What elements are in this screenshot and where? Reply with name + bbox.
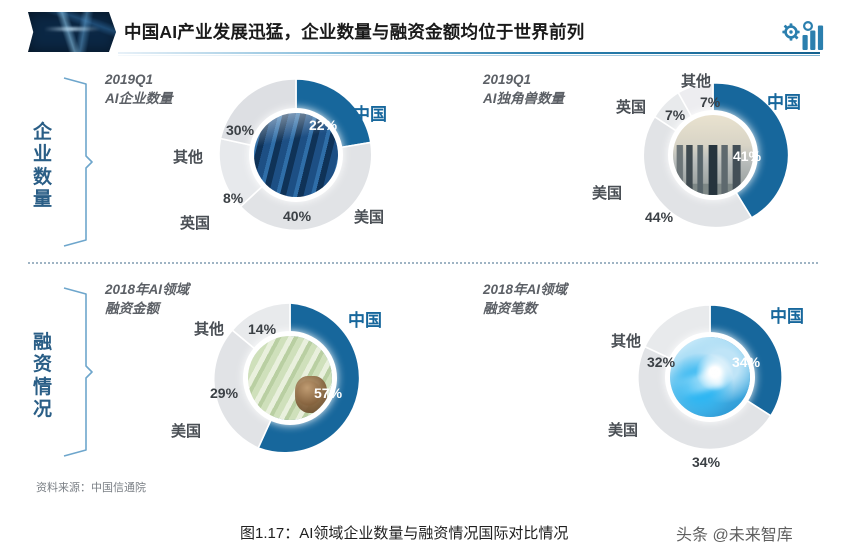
section-bracket-enterprise: 企业数量	[30, 76, 96, 248]
header-divider-line	[118, 52, 820, 54]
donut-center-photo-city-skyline	[673, 115, 753, 195]
panel-ai-funding-amount: 2018年AI领域 融资金额 57% 中国 29% 美国 14% 其他	[100, 272, 430, 472]
donut-chart-ai-funding-amount	[212, 300, 368, 456]
slice-label-uk: 英国	[180, 215, 211, 232]
slice-label-china: 中国	[767, 93, 801, 112]
slice-value-china: 22%	[309, 117, 338, 133]
gear-barchart-icon	[782, 20, 824, 50]
bracket-shape	[63, 77, 93, 247]
donut-chart-ai-funding-deals	[635, 302, 785, 452]
bracket-label-financing: 融资情况	[32, 332, 53, 421]
donut-center-photo-blue-tech-hand	[670, 337, 750, 417]
panel-ai-company-count: 2019Q1 AI企业数量 22% 中国 40% 美国 8% 英国 30% 其他	[100, 62, 430, 258]
slice-label-other: 其他	[173, 149, 204, 166]
bracket-shape	[63, 287, 93, 457]
slice-value-other: 32%	[647, 354, 676, 370]
slide-header: 中国AI产业发展迅猛，企业数量与融资金额均位于世界前列	[0, 0, 844, 60]
slice-value-usa: 29%	[210, 385, 239, 401]
slice-value-usa: 44%	[645, 209, 674, 225]
slice-label-china: 中国	[770, 307, 804, 326]
slice-label-usa: 美国	[354, 209, 385, 226]
donut-chart-ai-company-count	[217, 76, 375, 234]
slice-value-uk: 8%	[223, 190, 244, 206]
slice-value-uk: 7%	[665, 107, 686, 123]
slice-label-other: 其他	[681, 73, 712, 90]
panel-title-line1: 2018年AI领域	[105, 282, 190, 297]
donut-chart-ai-unicorn-count	[638, 80, 788, 230]
panel-title-line1: 2019Q1	[483, 72, 532, 87]
caption-bar: 图1.17：AI领域企业数量与融资情况国际对比情况 头条 @未来智库	[0, 514, 844, 558]
hexagon-tech-logo-icon	[28, 12, 116, 52]
donut-center-photo-glass-skyscrapers	[254, 113, 338, 197]
slice-label-other: 其他	[194, 321, 225, 338]
bracket-label-enterprise: 企业数量	[32, 122, 53, 211]
slice-label-uk: 英国	[616, 99, 647, 116]
slice-value-china: 34%	[732, 354, 761, 370]
panel-ai-funding-deals: 2018年AI领域 融资笔数 34% 中国 34% 美国 32% 其他	[478, 272, 818, 472]
slice-value-usa: 40%	[283, 208, 312, 224]
slice-value-other: 14%	[248, 321, 277, 337]
slice-value-other: 30%	[226, 122, 255, 138]
panel-title-line2: 融资笔数	[483, 301, 537, 316]
section-divider	[28, 262, 818, 264]
panel-title-line2: AI独角兽数量	[483, 91, 564, 106]
panel-title-line2: 融资金额	[105, 301, 159, 316]
panel-ai-unicorn-count: 2019Q1 AI独角兽数量 41% 中国 44% 美国 7% 英国 7% 其他	[478, 62, 818, 258]
slice-label-usa: 美国	[592, 185, 623, 202]
slice-label-usa: 美国	[171, 423, 202, 440]
header-divider-line-secondary	[118, 55, 820, 56]
slice-value-china: 41%	[733, 148, 762, 164]
watermark-label: 头条 @未来智库	[676, 527, 793, 544]
slice-value-usa: 34%	[692, 454, 721, 470]
donut-center-photo-cash-money	[248, 336, 332, 420]
panel-title-line2: AI企业数量	[105, 91, 173, 106]
figure-caption: 图1.17：AI领域企业数量与融资情况国际对比情况	[240, 525, 569, 542]
slice-label-other: 其他	[611, 333, 642, 350]
panel-title-line1: 2018年AI领域	[483, 282, 568, 297]
panel-title-line1: 2019Q1	[105, 72, 154, 87]
slice-label-china: 中国	[348, 311, 382, 330]
source-note: 资料来源：中国信通院	[36, 482, 146, 494]
slice-value-other: 7%	[700, 94, 721, 110]
slice-label-usa: 美国	[608, 422, 639, 439]
slice-label-china: 中国	[353, 105, 387, 124]
section-bracket-financing: 融资情况	[30, 286, 96, 458]
slice-value-china: 57%	[314, 385, 343, 401]
page-title: 中国AI产业发展迅猛，企业数量与融资金额均位于世界前列	[124, 22, 585, 42]
